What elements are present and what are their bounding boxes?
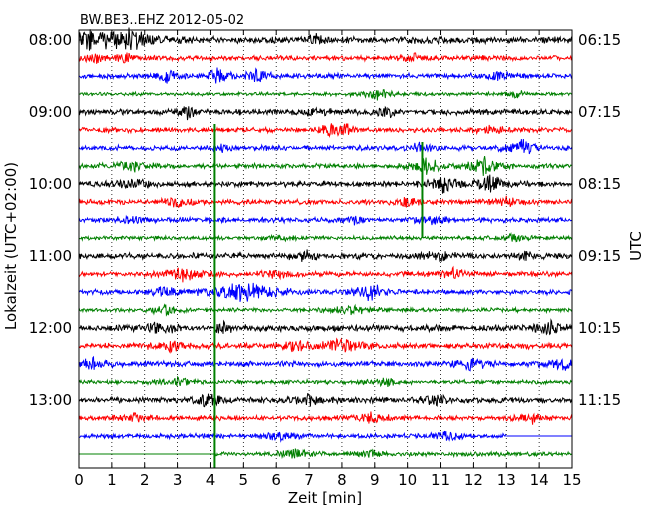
right-tick-label: 06:15 xyxy=(578,31,621,49)
x-tick-label: 3 xyxy=(173,471,183,489)
x-tick-label: 2 xyxy=(140,471,150,489)
x-tick-label: 6 xyxy=(271,471,281,489)
x-tick-label: 10 xyxy=(398,471,417,489)
x-tick-label: 7 xyxy=(304,471,314,489)
trace-2 xyxy=(78,52,573,64)
x-tick-label: 13 xyxy=(497,471,516,489)
trace-7 xyxy=(78,138,573,155)
trace-22 xyxy=(78,411,573,425)
trace-18 xyxy=(78,337,573,354)
trace-10 xyxy=(78,195,573,208)
trace-5 xyxy=(78,105,573,121)
trace-6 xyxy=(78,123,573,139)
x-tick-label: 12 xyxy=(464,471,483,489)
trace-8 xyxy=(78,155,573,176)
trace-16 xyxy=(78,303,573,317)
left-tick-label: 09:00 xyxy=(29,103,72,121)
trace-3 xyxy=(78,67,573,84)
trace-20 xyxy=(78,375,573,388)
trace-24 xyxy=(213,448,573,460)
x-tick-label: 4 xyxy=(206,471,216,489)
left-axis: 08:00 09:00 10:00 11:00 12:00 13:00 xyxy=(29,31,84,409)
x-axis: 0 1 2 3 4 5 6 7 8 9 10 11 12 13 14 15 xyxy=(74,30,582,489)
right-tick-label: 07:15 xyxy=(578,103,621,121)
x-tick-label: 1 xyxy=(107,471,117,489)
left-tick-label: 10:00 xyxy=(29,175,72,193)
left-axis-label: Lokalzeit (UTC+02:00) xyxy=(2,162,20,330)
x-tick-label: 14 xyxy=(530,471,549,489)
trace-19 xyxy=(78,355,573,372)
trace-21 xyxy=(78,393,573,408)
right-tick-label: 09:15 xyxy=(578,247,621,265)
chart-title: BW.BE3..EHZ 2012-05-02 xyxy=(80,13,244,28)
right-axis: 06:15 07:15 08:15 09:15 10:15 11:15 xyxy=(567,31,621,409)
x-tick-label: 15 xyxy=(562,471,581,489)
right-tick-label: 08:15 xyxy=(578,175,621,193)
right-tick-label: 11:15 xyxy=(578,391,621,409)
x-axis-label: Zeit [min] xyxy=(288,489,362,507)
left-tick-label: 08:00 xyxy=(29,31,72,49)
trace-13 xyxy=(78,249,573,263)
trace-11 xyxy=(78,214,573,226)
x-tick-label: 0 xyxy=(74,471,84,489)
trace-23 xyxy=(78,430,507,443)
trace-12 xyxy=(78,232,573,243)
plot-frame xyxy=(78,29,573,469)
x-tick-label: 9 xyxy=(370,471,380,489)
x-tick-label: 8 xyxy=(337,471,347,489)
trace-4 xyxy=(78,88,573,101)
left-tick-label: 12:00 xyxy=(29,319,72,337)
right-axis-label: UTC xyxy=(627,231,645,261)
trace-1 xyxy=(78,27,573,51)
trace-17 xyxy=(78,318,573,336)
trace-group xyxy=(78,27,573,468)
right-tick-label: 10:15 xyxy=(578,319,621,337)
x-tick-label: 11 xyxy=(431,471,450,489)
x-tick-label: 5 xyxy=(239,471,249,489)
trace-9 xyxy=(78,174,573,194)
left-tick-label: 11:00 xyxy=(29,247,72,265)
left-tick-label: 13:00 xyxy=(29,391,72,409)
trace-15 xyxy=(78,282,573,302)
trace-14 xyxy=(78,265,573,283)
